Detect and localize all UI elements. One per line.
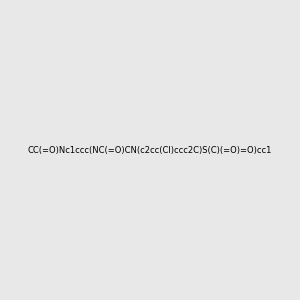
Text: CC(=O)Nc1ccc(NC(=O)CN(c2cc(Cl)ccc2C)S(C)(=O)=O)cc1: CC(=O)Nc1ccc(NC(=O)CN(c2cc(Cl)ccc2C)S(C)…	[28, 146, 272, 154]
